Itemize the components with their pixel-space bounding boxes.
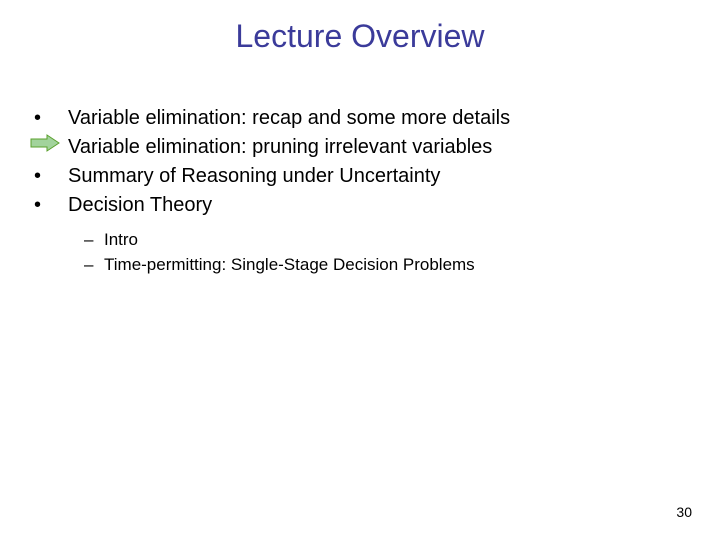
bullet-text: Decision Theory [68, 192, 212, 219]
bullet-item: • Variable elimination: recap and some m… [30, 105, 690, 132]
sub-bullet-marker: – [84, 229, 104, 252]
page-number: 30 [676, 504, 692, 520]
bullet-text: Variable elimination: recap and some mor… [68, 105, 510, 132]
sub-bullet-item: – Time-permitting: Single-Stage Decision… [84, 254, 690, 277]
bullet-marker: • [30, 105, 68, 132]
bullet-marker: • [30, 163, 68, 190]
bullet-item: • Decision Theory [30, 192, 690, 219]
sub-bullet-text: Time-permitting: Single-Stage Decision P… [104, 254, 475, 277]
bullet-text: Summary of Reasoning under Uncertainty [68, 163, 440, 190]
current-arrow-icon [30, 134, 68, 152]
bullet-text: Variable elimination: pruning irrelevant… [68, 134, 492, 161]
arrow-shape [31, 135, 59, 151]
bullet-item: Variable elimination: pruning irrelevant… [30, 134, 690, 161]
bullet-marker: • [30, 192, 68, 219]
sub-bullet-item: – Intro [84, 229, 690, 252]
sub-bullet-list: – Intro – Time-permitting: Single-Stage … [84, 229, 690, 277]
content-area: • Variable elimination: recap and some m… [30, 105, 690, 279]
sub-bullet-marker: – [84, 254, 104, 277]
slide-title: Lecture Overview [0, 18, 720, 55]
bullet-item: • Summary of Reasoning under Uncertainty [30, 163, 690, 190]
sub-bullet-text: Intro [104, 229, 138, 252]
slide-container: Lecture Overview • Variable elimination:… [0, 0, 720, 540]
